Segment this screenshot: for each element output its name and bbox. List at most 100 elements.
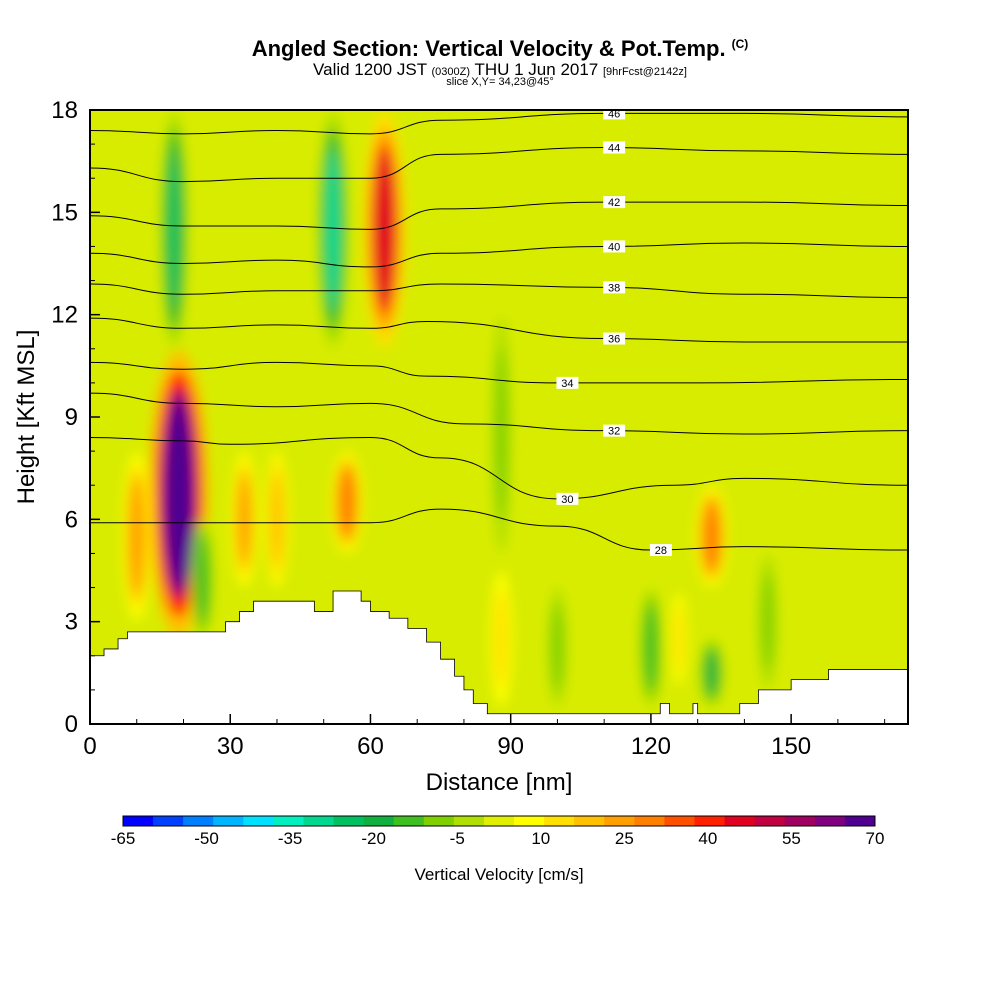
colorbar-swatch [333,816,365,826]
colorbar-swatch [694,816,726,826]
isentrope-label: 34 [561,378,573,390]
y-tick-label: 12 [51,302,78,329]
velocity-cell [374,151,395,307]
colorbar-tick-label: -65 [111,829,136,848]
colorbar-tick-label: 25 [615,829,634,848]
velocity-cell [165,399,193,588]
x-tick-label: 90 [497,733,524,760]
isentrope-label: 40 [608,241,620,253]
velocity-cell [167,151,181,307]
colorbar-tick-label: -50 [194,829,219,848]
colorbar-swatch [844,816,876,826]
isentrope-label-bg [556,376,579,389]
isentrope-label-bg [603,240,626,253]
velocity-cell [496,594,507,684]
colorbar-swatch [574,816,605,826]
chart-slice-line: slice X,Y= 34,23@45° [446,76,554,88]
colorbar-swatch [273,816,304,826]
colorbar-swatch [664,816,696,826]
isentrope-label: 44 [608,143,620,155]
y-axis-label: Height [Kft MSL] [13,330,40,505]
colorbar-tick-label: -5 [450,829,465,848]
colorbar-swatch [243,816,274,826]
colorbar-frame [122,815,876,827]
colorbar-swatch [153,816,184,826]
isentrope-lines: 28 30 32 34 36 38 40 42 44 46 [90,108,908,557]
isentrope-label-bg [603,141,626,154]
colorbar-swatch [123,816,154,826]
velocity-cell [271,474,283,564]
colorbar-tick-label: -35 [278,829,303,848]
velocity-cell [706,650,718,696]
colorbar-tick-label: 10 [531,829,550,848]
isentrope-label-bg [556,492,579,505]
velocity-cell [704,503,720,570]
terrain-mask [90,590,908,724]
colorbar-swatch [544,816,575,826]
isentrope-label-bg [603,196,626,209]
x-tick-label: 30 [217,733,244,760]
y-tick-label: 15 [51,199,78,226]
colorbar-swatch [634,816,665,826]
y-tick-label: 9 [65,404,78,431]
velocity-field [122,111,778,707]
isentrope-label: 28 [655,545,667,557]
isentrope-label: 30 [561,494,573,506]
colorbar-label: Vertical Velocity [cm/s] [414,865,583,884]
velocity-cell [339,469,355,536]
colorbar-tick-label: 55 [782,829,801,848]
isentrope-label-bg [603,110,626,120]
velocity-cell [552,608,562,687]
colorbar-swatch [303,816,335,826]
x-tick-label: 120 [631,733,671,760]
chart-title: Angled Section: Vertical Velocity & Pot.… [251,36,749,61]
velocity-cell [325,151,341,307]
velocity-cell [645,608,656,687]
isentrope-line [90,317,908,343]
isentrope-line [90,392,908,435]
colorbar-swatch [754,816,786,826]
chart-valid-line: Valid 1200 JST (0300Z) THU 1 Jun 2017 [9… [313,60,687,79]
isentrope-label: 42 [608,197,620,209]
colorbar-swatch [423,816,455,826]
x-axis-label: Distance [nm] [426,769,573,796]
colorbar: -65 -50 -35 -20 -5 10 25 40 55 70 [111,815,884,848]
isentrope-label: 32 [608,426,620,438]
isentrope-label-bg [649,544,672,557]
velocity-cell [763,577,773,667]
velocity-cell [130,480,144,592]
velocity-cell [197,540,208,618]
isentrope-label-bg [603,281,626,294]
colorbar-swatch [604,816,635,826]
plot-area: 28 30 32 34 36 38 40 42 44 46 [90,108,908,724]
colorbar-swatch [483,816,515,826]
colorbar-swatch [393,816,425,826]
y-tick-label: 0 [65,711,78,738]
y-tick-label: 18 [51,97,78,124]
isentrope-label: 46 [608,108,620,120]
colorbar-swatch [213,816,244,826]
colorbar-swatch [453,816,485,826]
x-tick-label: 0 [83,733,96,760]
isentrope-label: 38 [608,282,620,294]
velocity-cell [496,356,506,512]
x-tick-label: 60 [357,733,384,760]
isentrope-label-bg [603,424,626,437]
isentrope-line [90,361,908,384]
colorbar-swatch [183,816,214,826]
colorbar-swatch [784,816,816,826]
colorbar-swatch [363,816,395,826]
isentrope-line [90,201,908,230]
isentrope-line [90,436,908,500]
isentrope-label: 36 [608,334,620,346]
y-tick-label: 3 [65,609,78,636]
colorbar-tick-label: -20 [361,829,386,848]
isentrope-line [90,508,908,551]
velocity-cell [674,605,684,672]
isentrope-line [90,112,908,135]
isentrope-line [90,147,908,183]
colorbar-swatch [724,816,756,826]
